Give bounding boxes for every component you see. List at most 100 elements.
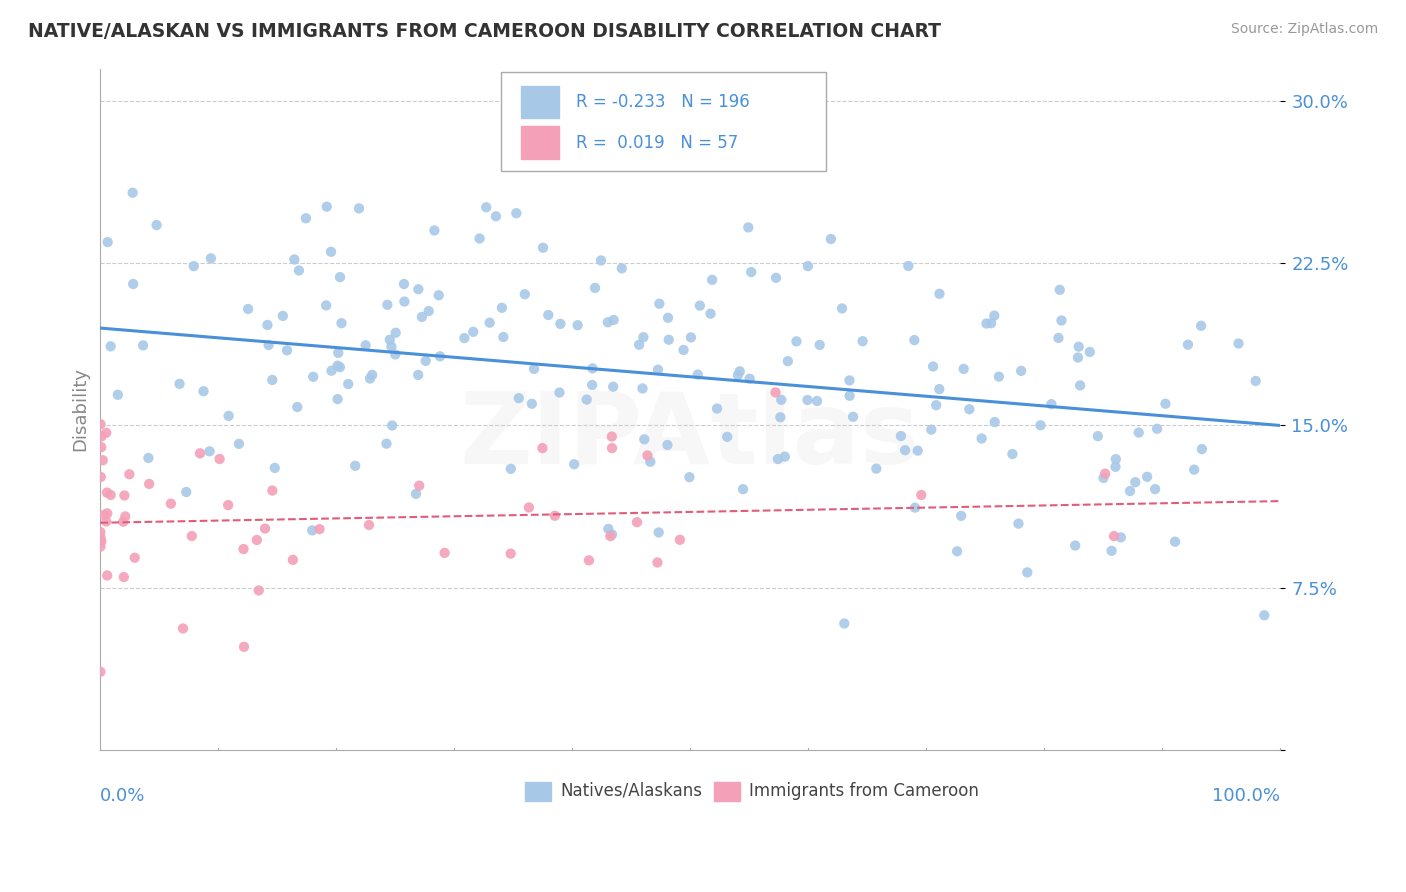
Point <box>378 333 401 347</box>
Point <box>138 477 160 491</box>
Point <box>321 364 343 378</box>
Point <box>903 333 925 347</box>
Point <box>1069 378 1091 392</box>
Point <box>114 509 136 524</box>
Point <box>602 313 624 327</box>
Text: NATIVE/ALASKAN VS IMMIGRANTS FROM CAMEROON DISABILITY CORRELATION CHART: NATIVE/ALASKAN VS IMMIGRANTS FROM CAMERO… <box>28 22 941 41</box>
Point <box>770 392 793 407</box>
Bar <box>522 127 560 159</box>
Point <box>631 381 654 395</box>
Point <box>90 534 112 549</box>
Point <box>894 443 917 458</box>
Point <box>1101 543 1123 558</box>
Point <box>689 299 711 313</box>
Point <box>344 458 367 473</box>
Point <box>820 232 842 246</box>
Point <box>520 397 543 411</box>
Point <box>598 522 620 536</box>
Point <box>499 462 522 476</box>
Point <box>610 261 633 276</box>
Point <box>174 485 197 500</box>
Point <box>217 498 239 512</box>
Point <box>842 409 865 424</box>
Point <box>198 444 221 458</box>
Point <box>1105 452 1128 467</box>
Text: Source: ZipAtlas.com: Source: ZipAtlas.com <box>1230 22 1378 37</box>
Point <box>138 450 160 465</box>
Point <box>90 440 112 454</box>
Point <box>517 500 540 515</box>
Point <box>121 186 143 200</box>
Point <box>785 334 807 349</box>
Point <box>1244 374 1267 388</box>
Point <box>100 339 122 353</box>
Point <box>423 223 446 237</box>
Point <box>1007 516 1029 531</box>
Point <box>375 298 398 312</box>
Point <box>513 287 536 301</box>
Point <box>583 281 606 295</box>
Point <box>118 467 141 482</box>
Point <box>288 263 311 277</box>
Point <box>531 241 554 255</box>
Point <box>326 359 349 373</box>
Point <box>283 252 305 267</box>
Point <box>769 410 792 425</box>
Point <box>453 331 475 345</box>
Point <box>91 453 114 467</box>
Point <box>188 446 211 460</box>
Point <box>90 417 112 432</box>
Point <box>599 529 621 543</box>
Point <box>145 218 167 232</box>
Point <box>1144 482 1167 496</box>
Point <box>728 364 751 378</box>
Point <box>1109 530 1132 544</box>
Point <box>93 508 115 522</box>
Point <box>890 429 912 443</box>
Point <box>160 497 183 511</box>
FancyBboxPatch shape <box>502 72 825 170</box>
Point <box>980 316 1002 330</box>
Text: 0.0%: 0.0% <box>100 788 146 805</box>
Point <box>354 338 377 352</box>
Point <box>89 665 111 679</box>
Point <box>384 326 406 340</box>
Point <box>550 317 572 331</box>
Point <box>1064 539 1087 553</box>
Point <box>233 640 256 654</box>
Point <box>285 400 308 414</box>
Point <box>523 362 546 376</box>
Point <box>302 369 325 384</box>
Point <box>315 200 337 214</box>
Point <box>562 457 585 471</box>
Point <box>1189 318 1212 333</box>
Point <box>1191 442 1213 456</box>
Point <box>107 388 129 402</box>
Point <box>657 310 679 325</box>
Point <box>628 338 651 352</box>
Point <box>361 368 384 382</box>
Point <box>112 570 135 584</box>
Point <box>89 540 111 554</box>
Point <box>950 508 973 523</box>
Point <box>865 461 887 475</box>
Point <box>904 500 927 515</box>
Point <box>96 515 118 529</box>
Point <box>1102 529 1125 543</box>
Point <box>700 273 723 287</box>
Text: Natives/Alaskans: Natives/Alaskans <box>560 781 702 800</box>
Point <box>1029 418 1052 433</box>
Point <box>648 297 671 311</box>
Point <box>405 487 427 501</box>
Point <box>636 449 658 463</box>
Point <box>281 553 304 567</box>
Point <box>295 211 318 226</box>
Point <box>381 418 404 433</box>
Point <box>256 318 278 332</box>
Point <box>257 338 280 352</box>
Point <box>773 450 796 464</box>
Point <box>838 389 860 403</box>
Point <box>672 343 695 357</box>
Point <box>1182 463 1205 477</box>
Point <box>508 391 530 405</box>
